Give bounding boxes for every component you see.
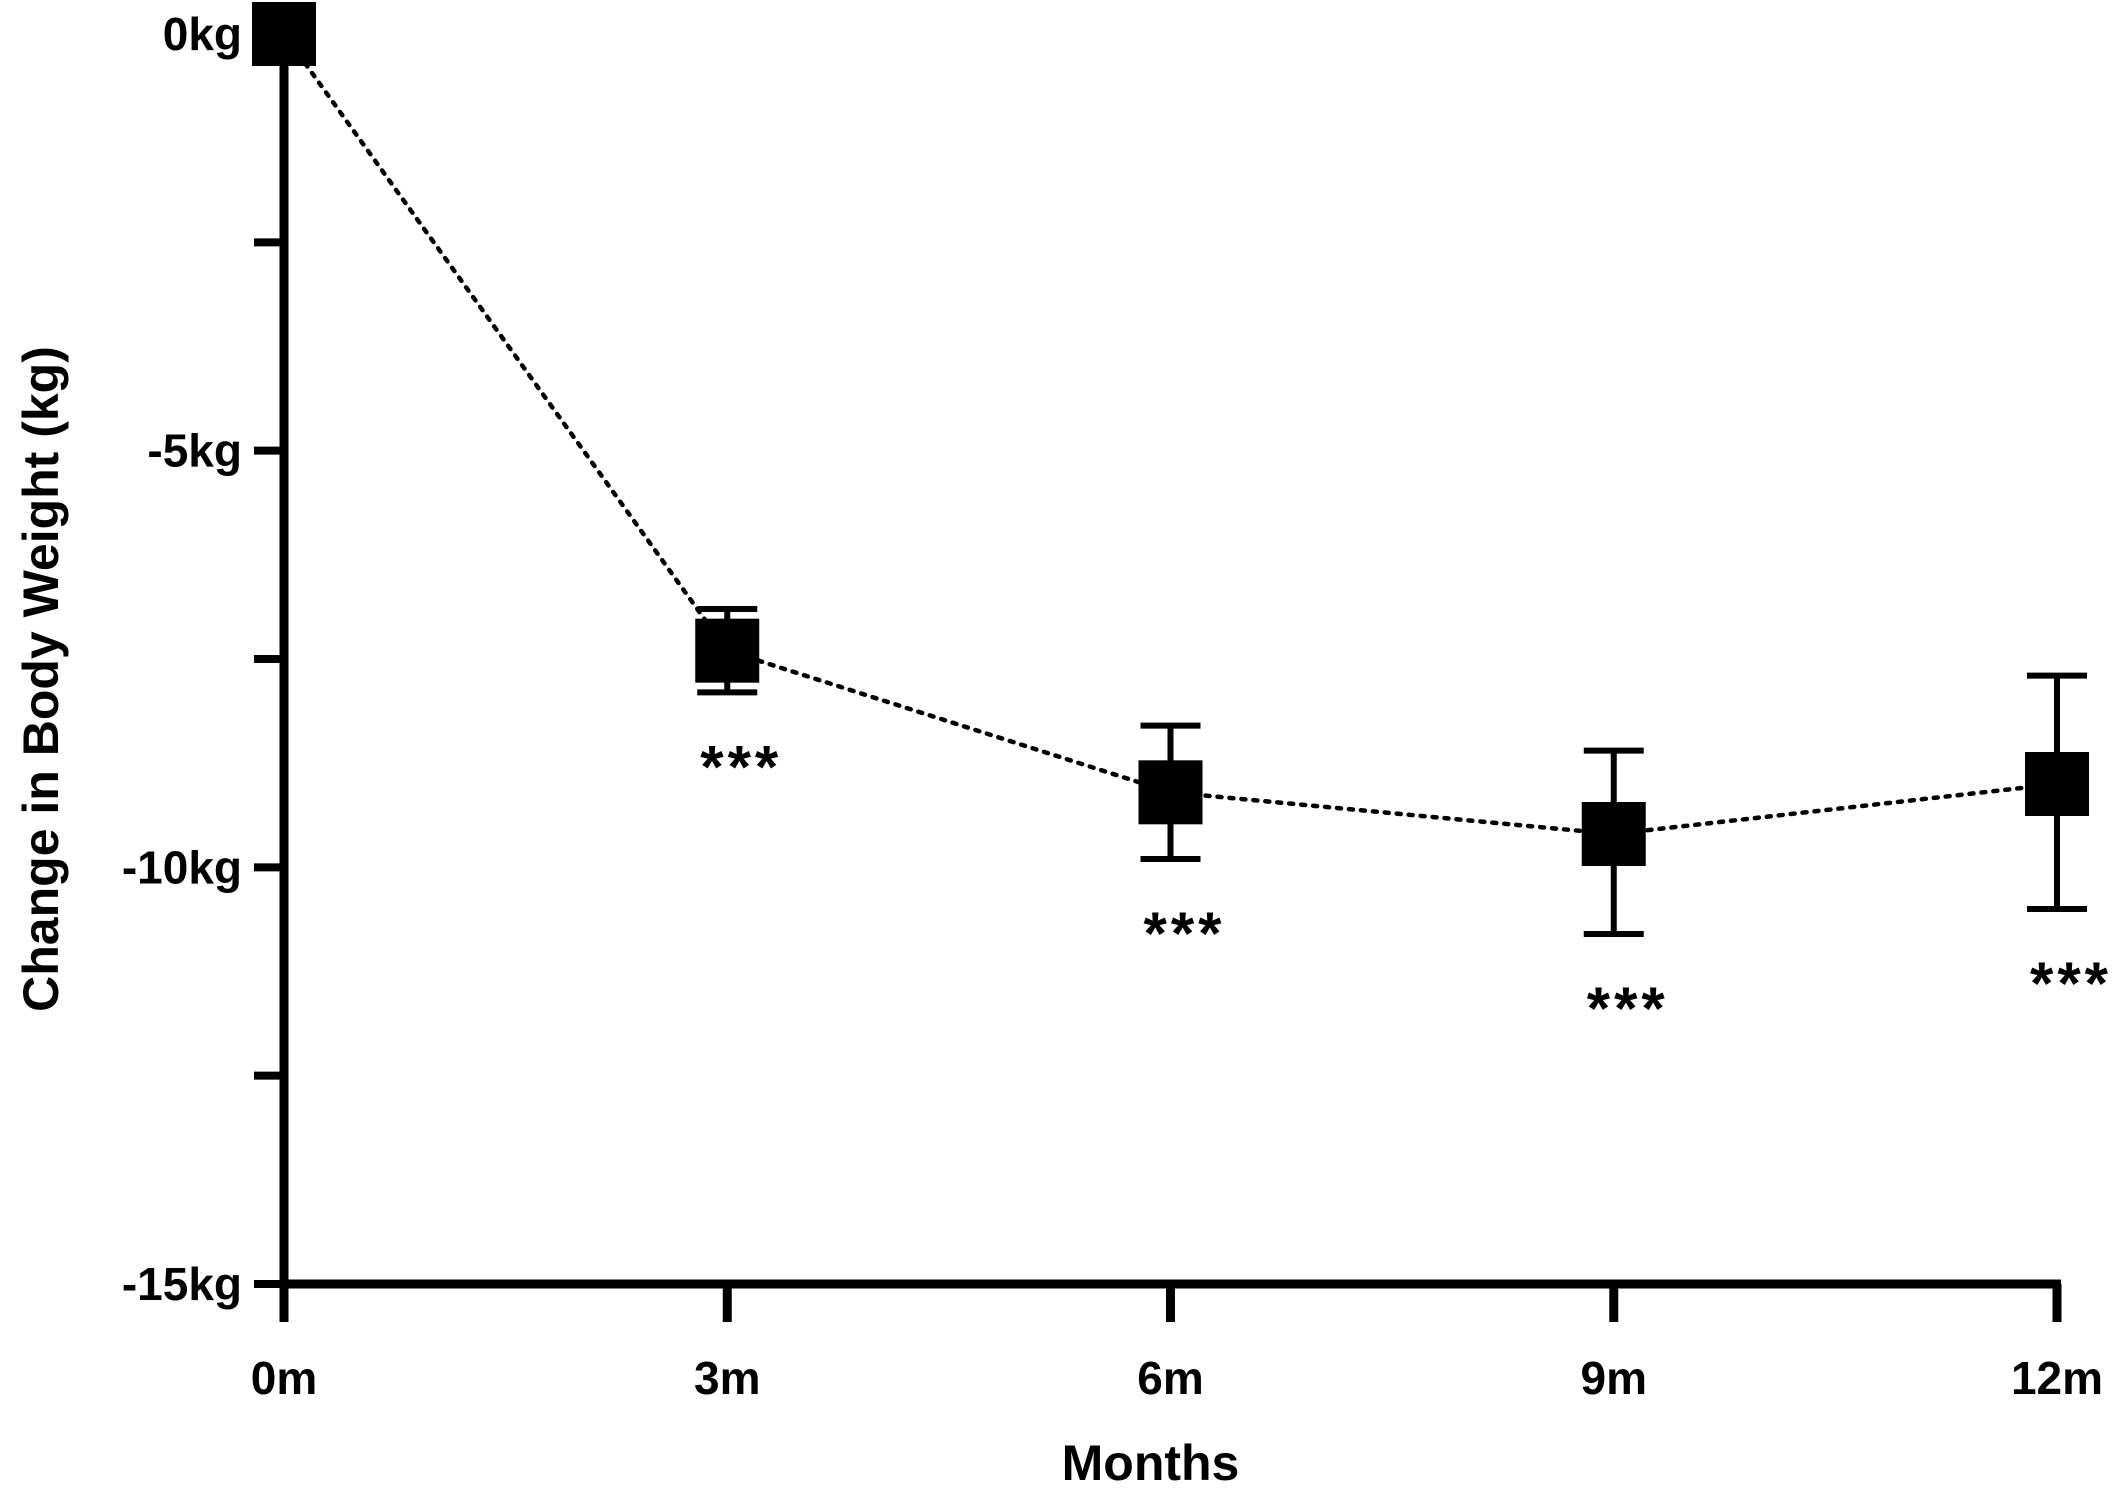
significance-label: ***	[700, 733, 782, 800]
x-axis-title: Months	[1062, 1435, 1240, 1491]
series-line-path	[281, 31, 2060, 837]
x-tick-label: 3m	[694, 1352, 760, 1404]
y-tick-label: -5kg	[147, 425, 242, 477]
y-ticks: 0kg -5kg -10kg -15kg	[122, 8, 284, 1310]
data-point-marker	[2025, 752, 2089, 816]
error-bars	[697, 606, 2087, 937]
significance-label: ***	[1587, 975, 1669, 1042]
data-point-marker	[252, 2, 316, 66]
significance-labels: *** *** *** ***	[700, 733, 2112, 1042]
data-point-marker	[1581, 802, 1646, 866]
data-point-marker	[695, 618, 760, 683]
x-tick-label: 9m	[1581, 1352, 1647, 1404]
x-tick-label: 12m	[2011, 1352, 2103, 1404]
x-ticks: 0m 3m 6m 9m 12m	[251, 1284, 2103, 1404]
series-line	[281, 31, 2060, 837]
data-point-marker	[1138, 760, 1203, 825]
y-axis-title: Change in Body Weight (kg)	[13, 346, 69, 1012]
data-markers	[252, 2, 2089, 866]
y-tick-label: -15kg	[122, 1258, 242, 1310]
x-tick-label: 0m	[251, 1352, 317, 1404]
significance-label: ***	[2030, 950, 2112, 1017]
x-tick-label: 6m	[1137, 1352, 1203, 1404]
y-tick-label: -10kg	[122, 841, 242, 893]
significance-label: ***	[1143, 900, 1225, 967]
axes	[279, 29, 2061, 1289]
y-tick-label: 0kg	[163, 8, 242, 60]
